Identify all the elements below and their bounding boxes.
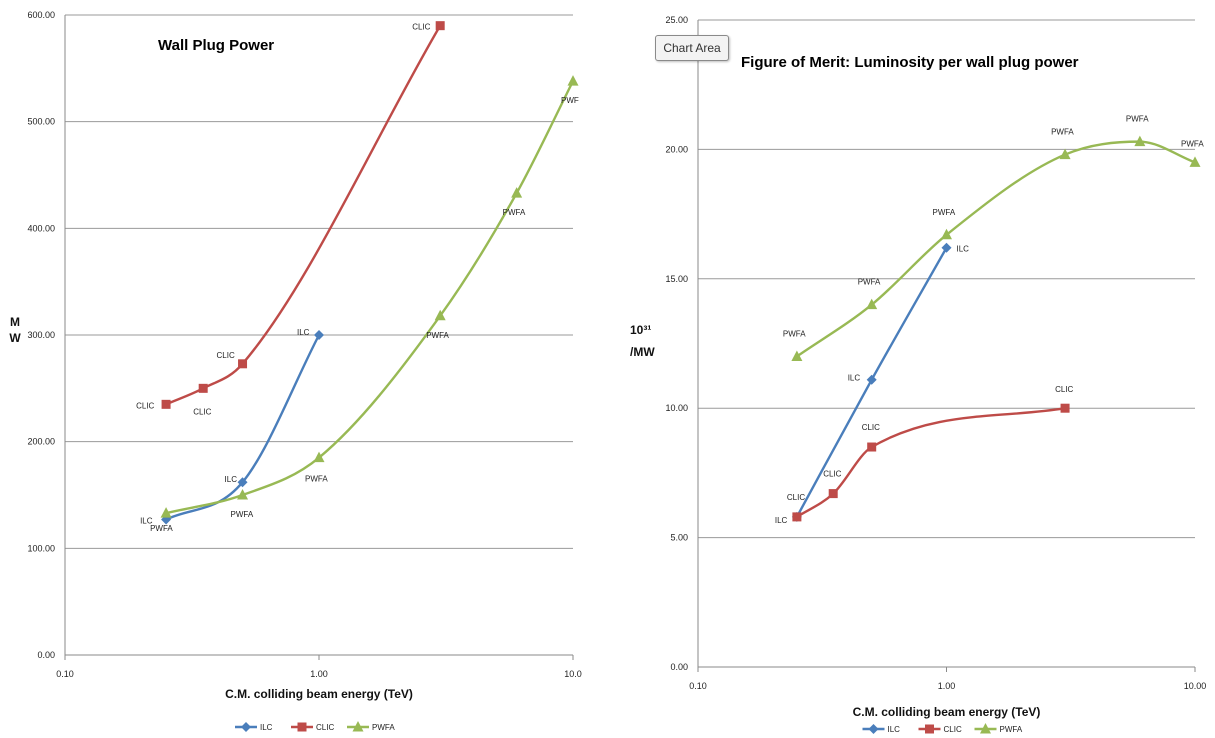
data-point-pwfa [567,75,579,86]
legend-marker-clic [297,722,307,732]
x-tick-label: 1.00 [310,669,328,679]
chart-area-tooltip: Chart Area [655,35,729,61]
data-label: PWFA [1181,139,1204,148]
data-label: CLIC [823,470,841,479]
data-label: PWFA [933,208,956,217]
data-label: PWFA [1126,115,1149,124]
y-axis-label-bottom: /MW [630,345,655,359]
legend-label-clic: CLIC [944,725,962,734]
legend-marker-ilc [868,724,879,734]
x-axis-label: C.M. colliding beam energy (TeV) [853,705,1041,719]
legend-marker-clic [925,724,934,734]
series-line-pwfa [796,140,1196,358]
series-line-clic [165,25,442,406]
data-label: ILC [775,516,788,525]
data-label: PWFA [305,475,328,484]
y-tick-label: 100.00 [27,543,55,553]
data-label: CLIC [217,351,235,360]
data-point-clic [792,512,802,522]
data-point-clic [238,359,248,369]
data-point-clic [198,383,208,393]
data-label: PWFA [426,331,449,340]
series-line-ilc [165,334,321,521]
y-axis-label: M [10,315,20,329]
data-point-pwfa [160,507,172,518]
data-label: CLIC [1055,385,1073,394]
chart-2: 0.00 5.00 10.00 15.00 20.00 25.00 0.10 1.00 10.0… [630,15,1206,734]
y-tick-label: 25.00 [665,15,688,25]
legend-label-pwfa: PWFA [1000,725,1023,734]
x-axis-label: C.M. colliding beam energy (TeV) [225,687,413,701]
data-label: CLIC [862,423,880,432]
series-line-clic [796,407,1066,518]
data-label: PWFA [503,208,526,217]
data-point-pwfa [1189,156,1201,167]
data-point-pwfa [941,228,952,240]
data-label: CLIC [787,493,805,502]
data-label: ILC [297,328,310,337]
data-point-pwfa [791,350,803,361]
data-point-ilc [866,374,877,385]
y-axis-label: W [9,331,21,345]
data-label: PWF [561,96,579,105]
y-tick-label: 400.00 [27,223,55,233]
y-tick-label: 15.00 [665,274,688,284]
y-tick-label: 20.00 [665,144,688,154]
data-label: PWFA [858,278,881,287]
legend-marker-pwfa [980,723,991,734]
data-label: CLIC [136,401,154,410]
chart-title: Figure of Merit: Luminosity per wall plu… [741,54,1079,71]
x-tick-label: 10.0 [564,669,582,679]
data-label: PWFA [783,329,806,338]
data-label: ILC [957,245,970,254]
data-point-pwfa [1059,148,1071,160]
x-tick-label: 0.10 [56,669,74,679]
chart-title: Wall Plug Power [158,37,274,54]
y-tick-label: 200.00 [27,437,55,447]
data-point-clic [1060,403,1070,413]
data-point-clic [161,399,171,409]
x-tick-label: 0.10 [689,681,707,691]
y-tick-label: 500.00 [27,117,55,127]
legend-marker-pwfa [352,721,364,732]
data-point-pwfa [434,309,446,321]
x-tick-label: 10.00 [1184,681,1207,691]
data-point-clic [867,442,877,452]
data-point-ilc [237,477,248,488]
data-label: ILC [225,475,238,484]
data-label: CLIC [193,407,211,416]
y-tick-label: 5.00 [670,533,688,543]
data-label: ILC [848,374,861,383]
y-tick-label: 10.00 [665,403,688,413]
data-point-pwfa [1134,135,1146,147]
data-point-ilc [314,330,324,340]
legend-label-ilc: ILC [888,725,901,734]
y-tick-label: 0.00 [37,650,55,660]
y-tick-label: 0.00 [670,662,688,672]
legend-label-clic: CLIC [316,723,334,732]
data-point-clic [828,489,838,499]
data-label: CLIC [412,23,430,32]
x-tick-label: 1.00 [938,681,956,691]
chart-1: 0.00 100.00 200.00 300.00 400.00 500.00 600.00… [9,10,582,732]
data-point-pwfa [313,451,325,463]
data-point-ilc [941,242,952,253]
y-axis-label-top: 10³¹ [630,323,651,337]
legend-marker-ilc [241,722,251,732]
legend-label-ilc: ILC [260,723,273,732]
legend-label-pwfa: PWFA [372,723,395,732]
data-label: PWFA [150,524,173,533]
data-label: PWFA [231,510,254,519]
y-tick-label: 600.00 [27,10,55,20]
y-tick-label: 300.00 [27,330,55,340]
data-point-pwfa [866,298,878,310]
data-label: ILC [140,517,153,526]
data-point-clic [435,21,445,31]
data-label: PWFA [1051,128,1074,137]
data-point-pwfa [237,489,249,500]
series-line-pwfa [165,80,575,515]
data-point-pwfa [511,187,523,198]
